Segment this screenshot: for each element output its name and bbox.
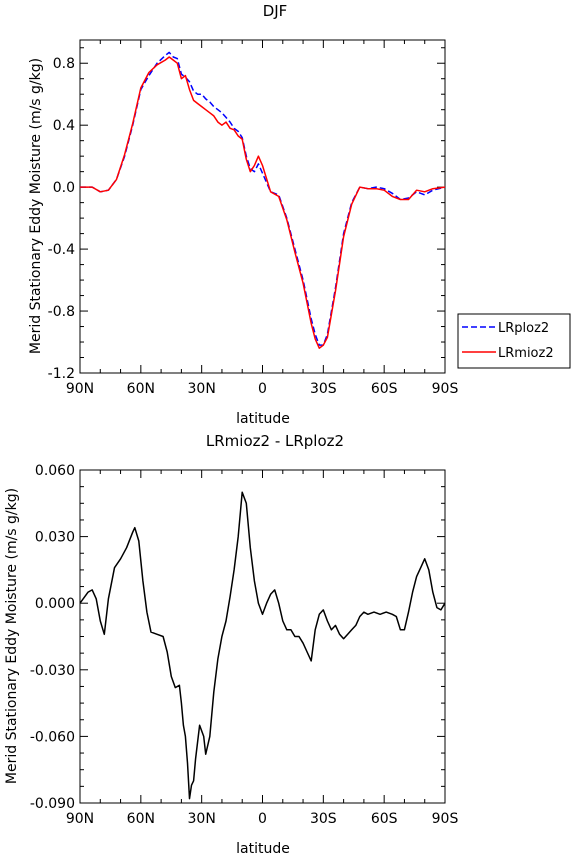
top-series-line-lrmioz2 (80, 56, 446, 349)
bottom-x-tick-label: 60N (127, 811, 155, 827)
bottom-x-tick-label: 30N (188, 811, 216, 827)
top-y-tick-label: -0.8 (48, 304, 75, 320)
top-y-tick-label: -1.2 (48, 366, 75, 382)
bottom-y-tick-label: -0.090 (30, 796, 75, 812)
bottom-x-tick-label: 90N (66, 811, 94, 827)
top-x-tick-label: 0 (258, 381, 267, 397)
bottom-x-tick-label: 90S (432, 811, 459, 827)
bottom-series-line-difference (79, 491, 446, 800)
legend-label-lrmioz2: LRmioz2 (498, 346, 554, 361)
top-x-tick-label: 90S (432, 381, 459, 397)
top-x-tick-label: 30N (188, 381, 216, 397)
y-axis-label-bottom: Merid Stationary Eddy Moisture (m/s g/kg… (4, 488, 20, 784)
bottom-y-tick-label: -0.030 (30, 663, 75, 679)
top-y-tick-label: -0.4 (48, 242, 75, 258)
top-x-tick-label: 60S (371, 381, 398, 397)
top-y-tick-label: 0.4 (53, 118, 75, 134)
top-x-tick-label: 60N (127, 381, 155, 397)
panel-djf: DJF 90N 60N 30N 0 30S 60S 90S 0.8 0.4 0.0 -0.4 -0.8… (28, 2, 571, 427)
chart-title-difference: LRmioz2 - LRploz2 (206, 432, 344, 450)
x-axis-label-bottom: latitude (236, 841, 290, 857)
chart-title-djf: DJF (263, 2, 288, 20)
bottom-y-tick-label: 0.000 (35, 596, 75, 612)
x-axis-label-top: latitude (236, 411, 290, 427)
bottom-x-tick-label: 30S (310, 811, 337, 827)
plot-frame-top (79, 39, 446, 374)
top-y-tick-label: 0.8 (53, 56, 75, 72)
top-x-tick-label: 90N (66, 381, 94, 397)
legend-label-lrploz2: LRploz2 (498, 321, 549, 336)
bottom-y-tick-label: 0.060 (35, 463, 75, 479)
top-x-tick-label: 30S (310, 381, 337, 397)
bottom-x-tick-label: 60S (371, 811, 398, 827)
top-y-tick-label: 0.0 (53, 180, 75, 196)
legend-box (457, 313, 571, 369)
y-axis-label-top: Merid Stationary Eddy Moisture (m/s g/kg… (28, 58, 44, 354)
panel-difference: LRmioz2 - LRploz2 90N 60N 30N 0 30S 60S 90S 0.0… (4, 432, 458, 857)
bottom-x-tick-label: 0 (258, 811, 267, 827)
top-series-line-lrploz2 (80, 51, 446, 346)
plot-frame-bottom (79, 469, 446, 804)
bottom-y-tick-label: 0.030 (35, 530, 75, 546)
bottom-y-tick-label: -0.060 (30, 729, 75, 745)
legend: LRploz2 LRmioz2 (457, 313, 571, 369)
